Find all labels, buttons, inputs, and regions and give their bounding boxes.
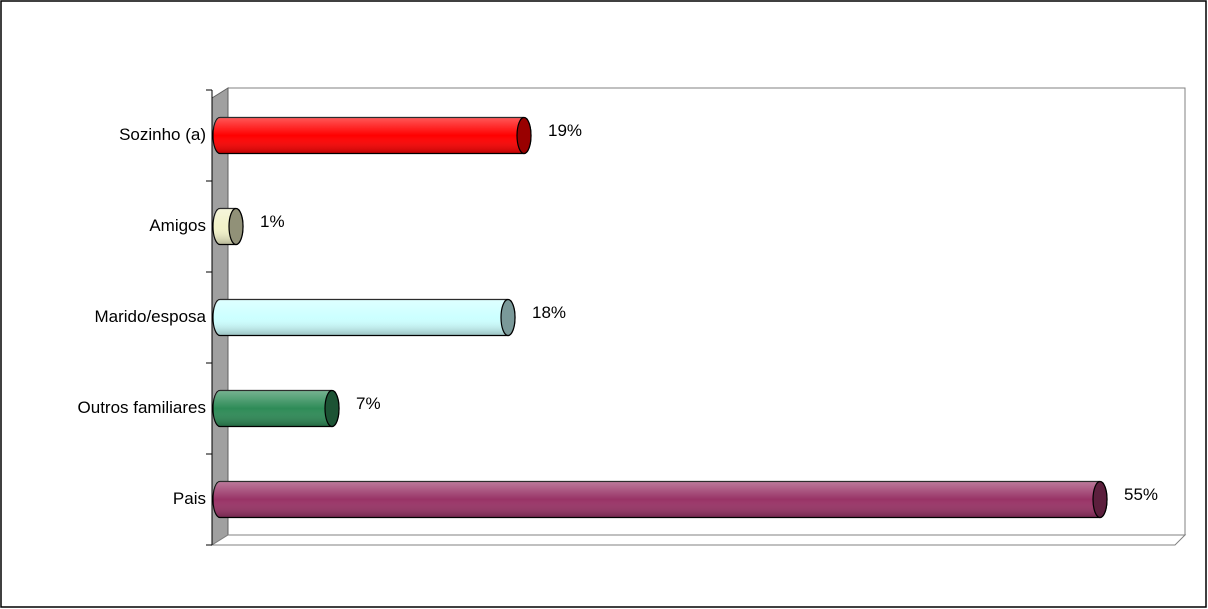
bar-shade — [213, 481, 1108, 518]
floor — [210, 534, 1187, 546]
bar-shade — [213, 390, 339, 427]
y-tick-label: Marido/esposa — [94, 307, 206, 326]
value-label: 18% — [532, 303, 566, 322]
value-label: 7% — [356, 394, 381, 413]
bar-cap — [324, 389, 340, 428]
bar-cap — [516, 116, 532, 155]
y-tick-label: Amigos — [149, 216, 206, 235]
bar-shade — [213, 299, 516, 336]
bar-shade — [213, 117, 532, 154]
y-tick-label: Sozinho (a) — [119, 125, 206, 144]
value-label: 55% — [1124, 485, 1158, 504]
value-label: 19% — [548, 121, 582, 140]
y-tick-label: Pais — [173, 489, 206, 508]
y-tick-label: Outros familiares — [78, 398, 206, 417]
value-label: 1% — [260, 212, 285, 231]
bar-cap — [1092, 480, 1108, 519]
bar-cap — [228, 207, 244, 246]
bar-cap — [500, 298, 516, 337]
